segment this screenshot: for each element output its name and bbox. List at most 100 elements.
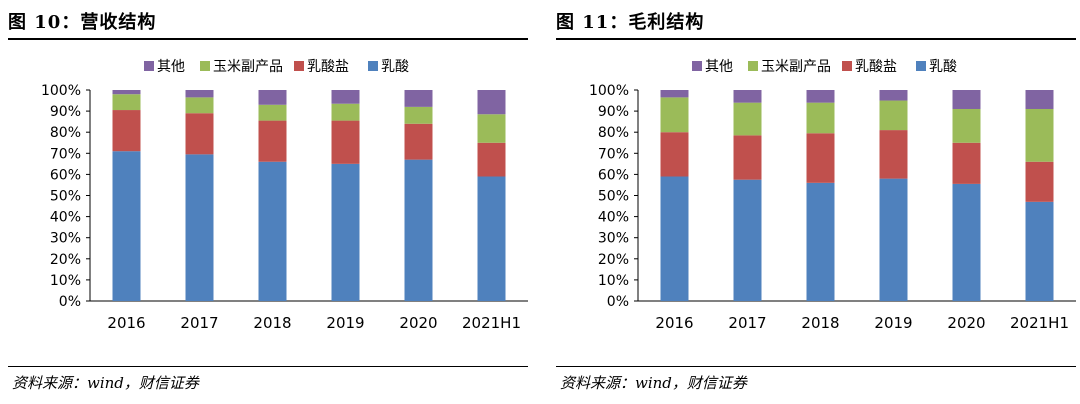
legend-swatch — [294, 61, 304, 71]
legend-swatch — [692, 61, 702, 71]
bar-segment — [806, 90, 835, 103]
bar-segment — [404, 106, 433, 124]
y-tick-label: 70% — [598, 146, 629, 162]
chart-title: 图 11：毛利结构 — [556, 12, 705, 33]
bar-segment — [660, 132, 689, 177]
legend-label: 其他 — [157, 59, 185, 75]
bar-segment — [879, 90, 908, 101]
y-tick-label: 20% — [598, 252, 629, 268]
legend-item: 玉米副产品 — [200, 59, 283, 75]
bar-segment — [1025, 108, 1054, 162]
bar-stack — [258, 90, 287, 301]
bar-segment — [660, 90, 689, 98]
y-tick-label: 90% — [50, 104, 81, 120]
legend-swatch — [842, 61, 852, 71]
y-tick-label: 100% — [589, 83, 629, 99]
x-tick-label: 2019 — [874, 314, 912, 332]
y-tick-label: 50% — [598, 189, 629, 205]
y-tick-label: 40% — [50, 210, 81, 226]
bar-segment — [733, 90, 762, 103]
legend-swatch — [748, 61, 758, 71]
bar-stack — [112, 90, 141, 301]
bar-segment — [185, 154, 214, 301]
bar-segment — [806, 182, 835, 301]
bar-stack — [477, 90, 506, 301]
title-rule — [8, 38, 528, 40]
legend-label: 其他 — [705, 59, 733, 75]
bar-stack — [404, 90, 433, 301]
bar-segment — [258, 161, 287, 301]
y-tick-label: 30% — [598, 231, 629, 247]
bar-segment — [112, 94, 141, 111]
bar-stack — [660, 90, 689, 301]
bar-segment — [879, 130, 908, 179]
y-tick-label: 80% — [598, 125, 629, 141]
legend-item: 其他 — [692, 59, 733, 75]
legend-swatch — [200, 61, 210, 71]
title-rule — [556, 38, 1076, 40]
y-tick-label: 20% — [50, 252, 81, 268]
bar-segment — [404, 123, 433, 160]
legend: 其他 玉米副产品 乳酸盐 乳酸 — [144, 59, 409, 75]
revenue-structure-panel: 图 10：营收结构 其他 玉米副产品 乳酸盐 乳酸 0% 10% 20% 30% 40% 50% 6… — [8, 0, 536, 404]
y-tick-label: 40% — [598, 210, 629, 226]
bar-segment — [806, 102, 835, 134]
bar-segment — [952, 90, 981, 109]
x-tick-label: 2016 — [107, 314, 145, 332]
bar-segment — [404, 90, 433, 107]
bar-segment — [477, 90, 506, 115]
bar-segment — [112, 110, 141, 152]
bar-stack — [331, 90, 360, 301]
bar-stack — [1025, 90, 1054, 301]
bar-segment — [477, 176, 506, 301]
bar-segment — [733, 179, 762, 301]
legend-swatch — [144, 61, 154, 71]
x-tick-label: 2020 — [399, 314, 437, 332]
gross-profit-structure-panel: 图 11：毛利结构 其他 玉米副产品 乳酸盐 乳酸 0% 10% 20% 30% 40% 50% 6… — [556, 0, 1080, 404]
legend-label: 乳酸盐 — [307, 59, 349, 75]
bar-segment — [185, 113, 214, 155]
bar-segment — [733, 135, 762, 180]
bar-segment — [1025, 161, 1054, 202]
x-tick-label: 2018 — [253, 314, 291, 332]
bar-stack — [879, 90, 908, 301]
bar-segment — [952, 108, 981, 143]
y-tick-label: 10% — [598, 273, 629, 289]
source-rule — [8, 366, 528, 367]
bar-stack — [952, 90, 981, 301]
bar-segment — [806, 133, 835, 183]
legend-item: 乳酸盐 — [294, 59, 349, 75]
x-tick-label: 2018 — [801, 314, 839, 332]
y-tick-label: 50% — [50, 189, 81, 205]
bar-segment — [404, 159, 433, 301]
legend-swatch — [916, 61, 926, 71]
legend-swatch — [368, 61, 378, 71]
bar-segment — [879, 178, 908, 301]
bar-segment — [879, 100, 908, 131]
bar-segment — [952, 183, 981, 301]
y-tick-label: 100% — [41, 83, 81, 99]
y-tick-label: 70% — [50, 146, 81, 162]
bar-stack — [185, 90, 214, 301]
legend-label: 乳酸 — [929, 59, 957, 75]
legend-item: 乳酸 — [368, 59, 409, 75]
legend-label: 乳酸 — [381, 59, 409, 75]
bar-segment — [660, 176, 689, 301]
source-note: 资料来源：wind，财信证券 — [12, 374, 199, 392]
bar-segment — [331, 120, 360, 164]
y-tick-label: 0% — [607, 294, 629, 310]
y-tick-label: 30% — [50, 231, 81, 247]
legend-label: 乳酸盐 — [855, 59, 897, 75]
bar-segment — [660, 97, 689, 133]
y-tick-label: 90% — [598, 104, 629, 120]
legend: 其他 玉米副产品 乳酸盐 乳酸 — [692, 59, 957, 75]
bar-segment — [258, 104, 287, 121]
source-rule — [556, 366, 1076, 367]
gross-profit-structure-chart: 其他 玉米副产品 乳酸盐 乳酸 0% 10% 20% 30% 40% 50% 60% 70% 80% 90… — [589, 59, 1076, 332]
bar-segment — [477, 114, 506, 143]
x-tick-label: 2021H1 — [1010, 314, 1069, 332]
bar-segment — [952, 142, 981, 184]
y-tick-label: 10% — [50, 273, 81, 289]
source-note: 资料来源：wind，财信证券 — [560, 374, 747, 392]
bar-segment — [258, 120, 287, 162]
